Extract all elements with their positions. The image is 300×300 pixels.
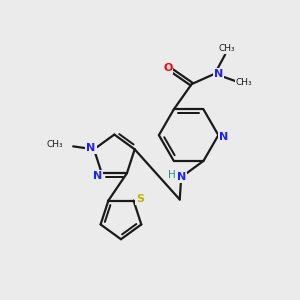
Text: N: N bbox=[93, 171, 102, 181]
Text: S: S bbox=[136, 194, 144, 204]
Text: H: H bbox=[168, 170, 176, 180]
Text: N: N bbox=[177, 172, 186, 182]
Text: CH₃: CH₃ bbox=[46, 140, 63, 149]
Text: N: N bbox=[219, 132, 228, 142]
Text: N: N bbox=[86, 143, 96, 153]
Text: CH₃: CH₃ bbox=[218, 44, 235, 53]
Text: O: O bbox=[163, 63, 172, 74]
Text: CH₃: CH₃ bbox=[236, 78, 252, 87]
Text: N: N bbox=[214, 69, 223, 79]
